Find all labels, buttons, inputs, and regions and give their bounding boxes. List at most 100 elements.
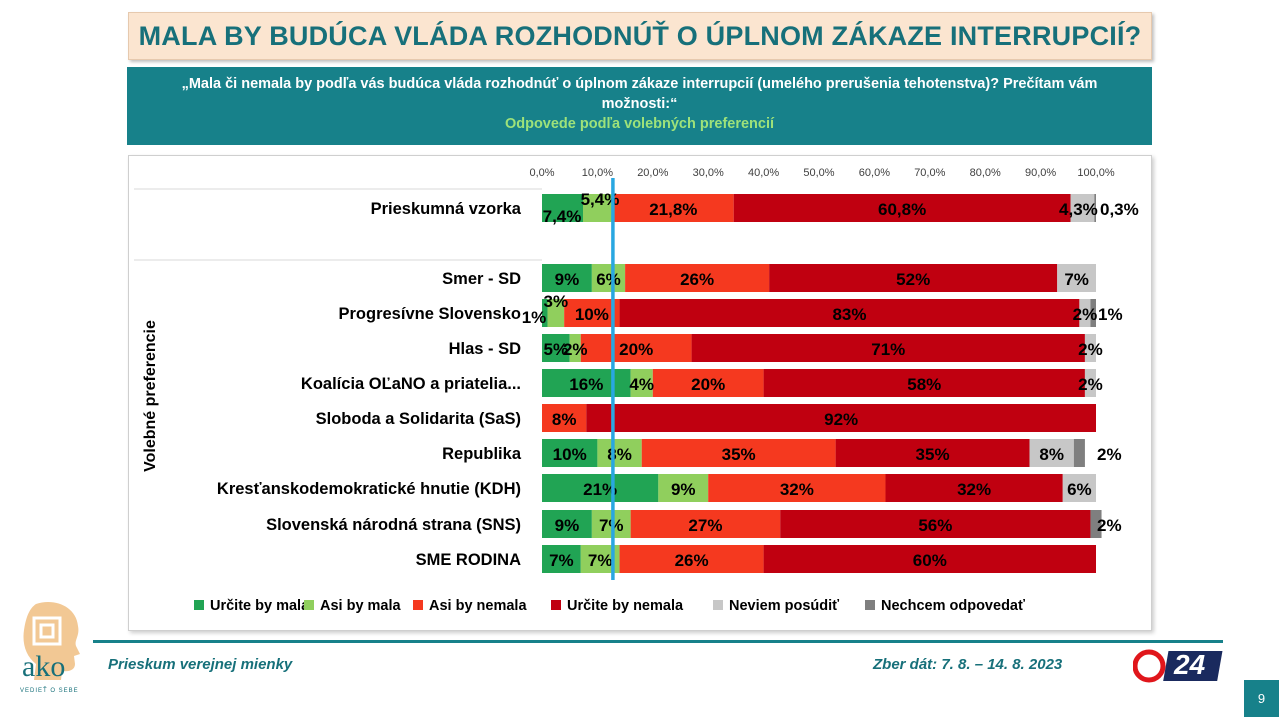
category-label: Progresívne Slovensko <box>339 305 522 323</box>
legend-swatch <box>713 600 723 610</box>
bar-segment <box>1062 474 1096 502</box>
bar-segment <box>1029 439 1074 467</box>
category-label: Koalícia OĽaNO a priatelia... <box>301 375 521 393</box>
category-label: Hlas - SD <box>449 340 522 358</box>
bar-segment <box>733 194 1071 222</box>
data-label: 9% <box>671 480 696 499</box>
legend-label: Neviem posúdiť <box>729 598 839 614</box>
bar-segment <box>542 334 570 362</box>
data-label: 32% <box>957 480 991 499</box>
x-tick-label: 80,0% <box>970 167 1001 179</box>
bar-segment <box>1079 299 1091 327</box>
data-label: 26% <box>675 551 709 570</box>
bar-segment <box>619 545 764 573</box>
data-label: 9% <box>555 270 580 289</box>
legend-label: Nechcem odpovedať <box>881 598 1025 614</box>
legend-swatch <box>865 600 875 610</box>
data-label: 10% <box>575 305 609 324</box>
data-label: 7,4% <box>543 207 582 226</box>
data-label: 16% <box>569 375 603 394</box>
bar-segment <box>1057 264 1096 292</box>
bar-segment <box>547 299 565 327</box>
data-label: 10% <box>553 445 587 464</box>
data-label: 2% <box>1073 305 1098 324</box>
data-label: 27% <box>688 516 722 535</box>
x-tick-label: 90,0% <box>1025 167 1056 179</box>
bar-segment <box>658 474 709 502</box>
bar-segment <box>619 299 1080 327</box>
page-number: 9 <box>1244 680 1279 717</box>
data-label: 1% <box>522 308 547 327</box>
data-label: 7% <box>1064 270 1089 289</box>
data-label: 2% <box>1097 516 1122 535</box>
stacked-bar-chart: 0,0% 10,0% 20,0% 30,0% 40,0% 50,0% 60,0% 70,0% 8… <box>134 167 1139 614</box>
data-label: 4,3% <box>1059 200 1098 219</box>
legend-label: Určite by mala <box>210 598 310 614</box>
ako-logo: ako VEDIEŤ O SEBE <box>14 600 94 710</box>
title-band: MALA BY BUDÚCA VLÁDA ROZHODNÚŤ O ÚPLNOM … <box>128 12 1152 60</box>
bar-segment <box>1073 439 1085 467</box>
ako-logo-text: ako <box>22 650 66 683</box>
bar-segment <box>691 334 1085 362</box>
bar-segment <box>542 299 548 327</box>
category-label: Kresťanskodemokratické hnutie (KDH) <box>217 480 521 498</box>
category-label: Slovenská národná strana (SNS) <box>266 516 521 534</box>
x-tick-label: 20,0% <box>637 167 668 179</box>
bar-segment <box>542 404 587 432</box>
legend-swatch <box>304 600 314 610</box>
footer-divider <box>93 640 1223 643</box>
bar-segment <box>586 404 1096 432</box>
category-label: Prieskumná vzorka <box>371 200 522 218</box>
tv-o-ring-icon <box>1132 649 1223 683</box>
data-label: 8% <box>607 445 632 464</box>
bar-segment <box>708 474 886 502</box>
legend-swatch <box>551 600 561 610</box>
data-label: 32% <box>780 480 814 499</box>
data-label: 21% <box>583 480 617 499</box>
x-tick-label: 30,0% <box>693 167 724 179</box>
bar-segment <box>835 439 1030 467</box>
bar-segment <box>542 369 631 397</box>
x-tick-label: 60,0% <box>859 167 890 179</box>
footer-survey-label: Prieskum verejnej mienky <box>108 656 293 673</box>
question-box: „Mala či nemala by podľa vás budúca vlád… <box>127 67 1152 145</box>
x-tick-label: 70,0% <box>914 167 945 179</box>
data-label: 2% <box>1078 340 1103 359</box>
data-label: 5,4% <box>581 190 620 209</box>
bar-segment <box>1084 369 1096 397</box>
x-tick-label: 40,0% <box>748 167 779 179</box>
bar-segment <box>582 194 613 222</box>
bar-segment <box>630 369 653 397</box>
bar-segment <box>542 194 583 222</box>
data-label: 6% <box>1067 480 1092 499</box>
question-subtitle: Odpovede podľa volebných preferencií <box>504 116 775 132</box>
bar-segment <box>542 474 659 502</box>
data-label: 60% <box>913 551 947 570</box>
legend-swatch <box>413 600 423 610</box>
data-label: 26% <box>680 270 714 289</box>
bar-segment <box>1090 299 1096 327</box>
legend-swatch <box>194 600 204 610</box>
bar-segment <box>542 510 592 538</box>
bar-segment <box>763 545 1096 573</box>
data-label: 2% <box>1078 375 1103 394</box>
data-label: 4% <box>629 375 654 394</box>
category-label: Republika <box>442 445 522 463</box>
x-tick-label: 100,0% <box>1077 167 1115 179</box>
bar-segment <box>769 264 1058 292</box>
bar-segment <box>763 369 1085 397</box>
bar-segment <box>652 369 764 397</box>
tv-logo-text: 24 <box>1174 649 1206 680</box>
bar-segment <box>641 439 836 467</box>
page-title: MALA BY BUDÚCA VLÁDA ROZHODNÚŤ O ÚPLNOM … <box>138 20 1142 51</box>
data-label: 92% <box>824 410 858 429</box>
data-label: 83% <box>832 305 866 324</box>
x-tick-label: 0,0% <box>529 167 554 179</box>
bar-segment <box>542 264 592 292</box>
x-tick-label: 10,0% <box>582 167 613 179</box>
bar-segment <box>1090 510 1102 538</box>
data-label: 35% <box>916 445 950 464</box>
legend-label: Asi by mala <box>320 598 402 614</box>
x-tick-label: 50,0% <box>803 167 834 179</box>
bar-segment <box>1070 194 1095 222</box>
